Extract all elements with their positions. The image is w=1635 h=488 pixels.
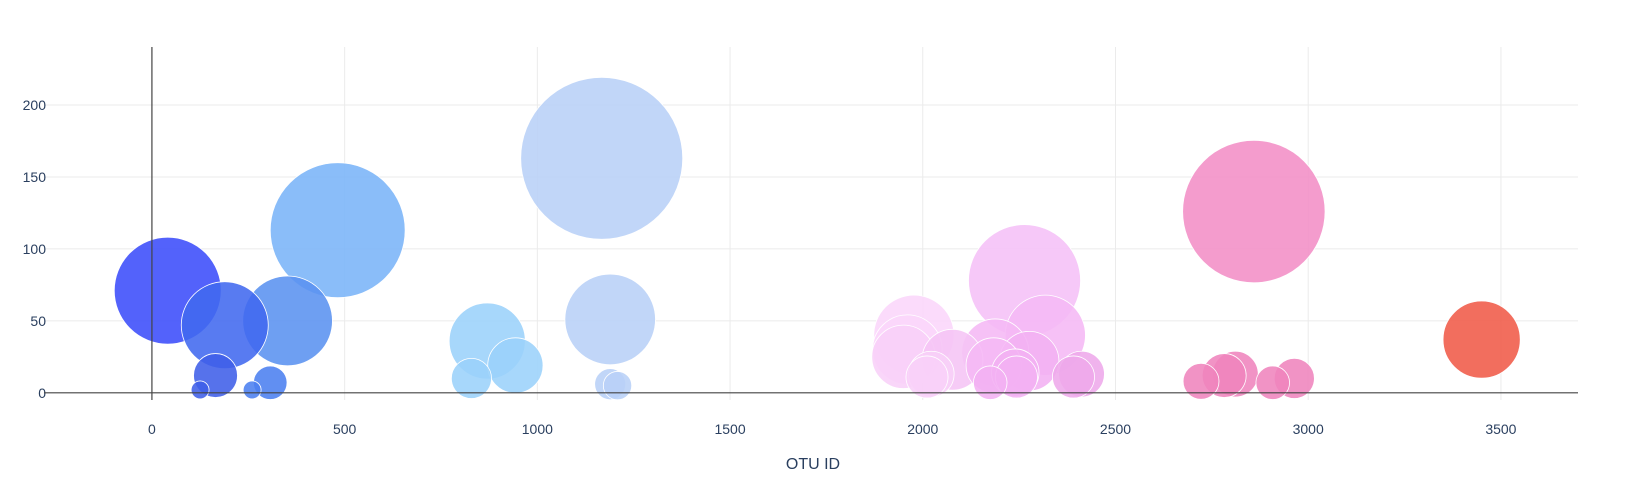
bubble-point[interactable] [973, 365, 1008, 400]
x-tick-label: 2500 [1100, 421, 1131, 437]
y-tick-label: 0 [38, 385, 46, 401]
y-tick-label: 50 [30, 313, 46, 329]
y-tick-label: 150 [23, 169, 47, 185]
y-tick-label: 200 [23, 97, 47, 113]
bubble-layer[interactable] [113, 76, 1521, 401]
x-tick-label: 0 [148, 421, 156, 437]
axis-layer: 0 500 1000 1500 2000 2500 3000 3500 0 50 100 150 200 [23, 47, 1578, 437]
bubble-point[interactable] [564, 273, 656, 366]
bubble-point[interactable] [1255, 365, 1290, 400]
bubble-point[interactable] [487, 337, 544, 394]
bubble-point[interactable] [1182, 362, 1220, 400]
x-tick-label: 500 [333, 421, 357, 437]
bubble-point[interactable] [520, 76, 684, 240]
x-tick-label: 3500 [1485, 421, 1516, 437]
bubble-point[interactable] [242, 380, 262, 400]
bubble-point[interactable] [1442, 300, 1521, 379]
x-tick-label: 3000 [1293, 421, 1324, 437]
bubble-point[interactable] [1182, 139, 1326, 284]
x-tick-label: 1000 [522, 421, 553, 437]
bubble-point[interactable] [450, 357, 492, 399]
x-tick-label: 1500 [714, 421, 745, 437]
y-tick-label: 100 [23, 241, 47, 257]
x-axis-title: OTU ID [786, 456, 840, 473]
bubble-point[interactable] [602, 371, 633, 401]
bubble-point[interactable] [190, 380, 210, 400]
bubble-point[interactable] [1052, 355, 1095, 399]
bubble-point[interactable] [905, 355, 949, 399]
bubble-point[interactable] [269, 162, 406, 299]
x-tick-label: 2000 [907, 421, 938, 437]
